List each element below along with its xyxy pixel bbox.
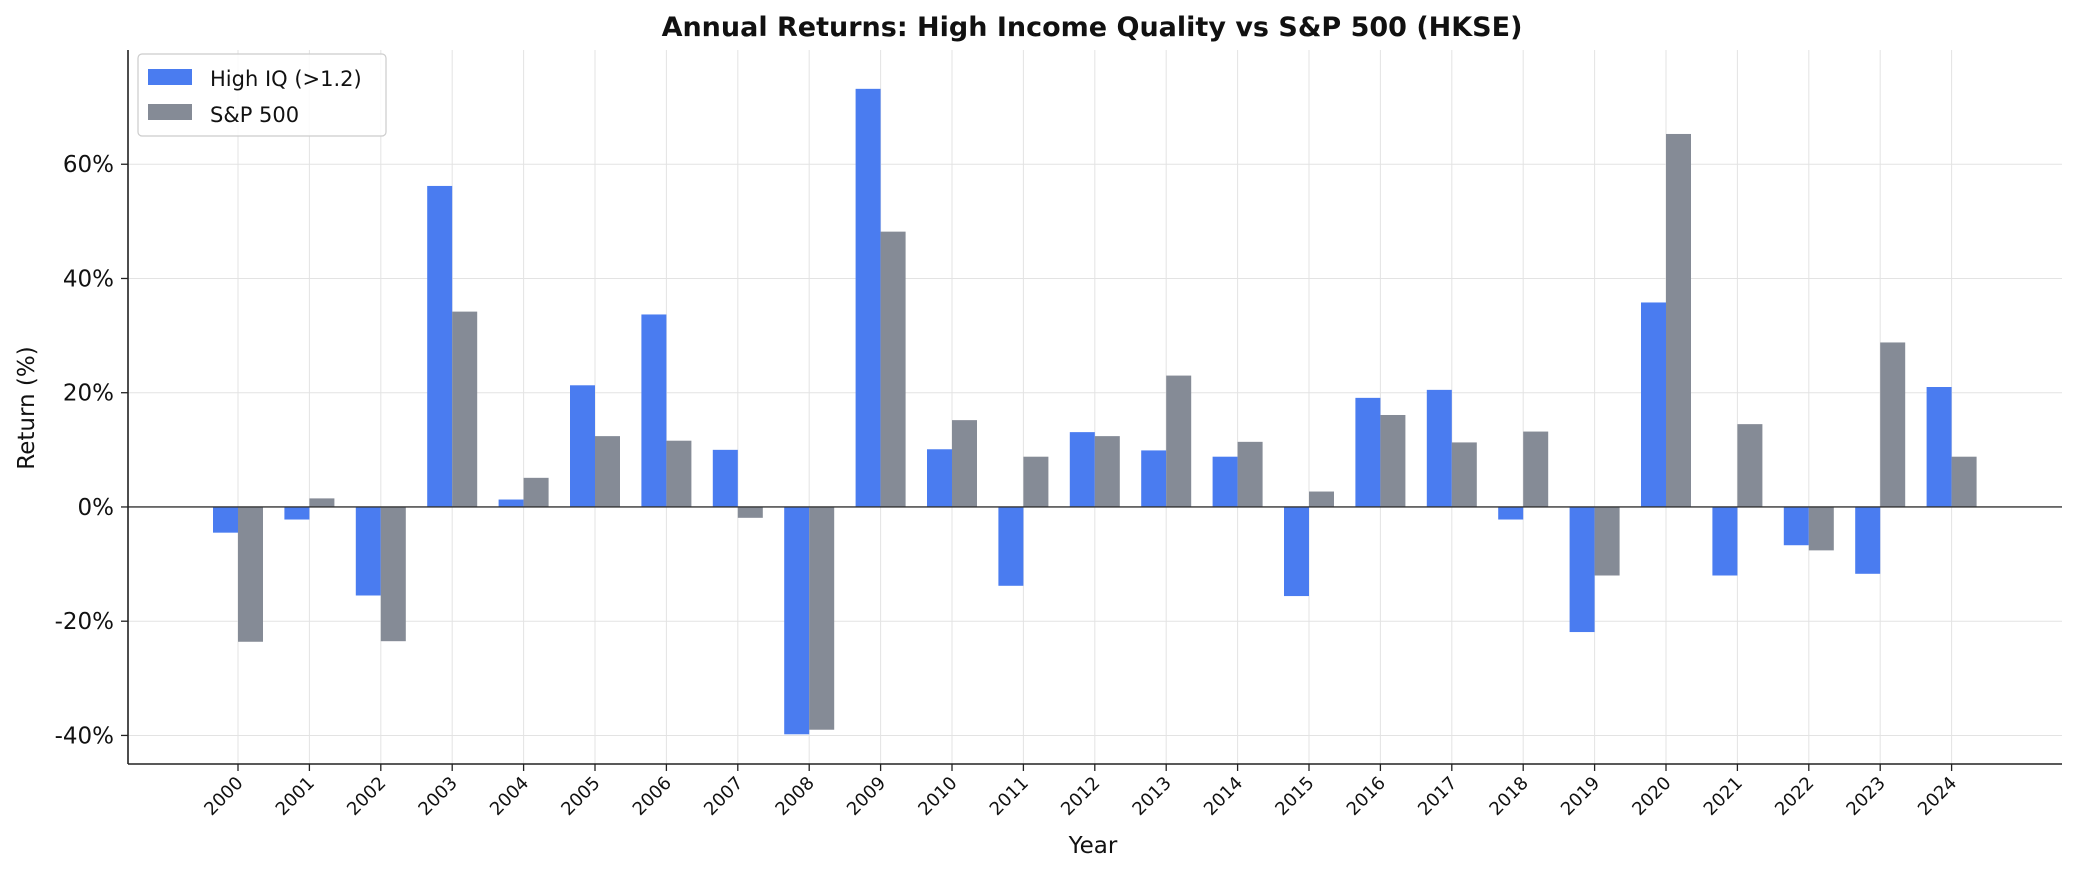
x-axis-label: Year xyxy=(1068,833,1118,859)
x-tick-label: 2004 xyxy=(486,773,533,820)
y-tick-label: 0% xyxy=(78,495,115,521)
bar-high-iq-2019 xyxy=(1569,506,1595,633)
bar-sp500-2020 xyxy=(1666,133,1691,507)
legend-swatch-sp500 xyxy=(148,104,192,120)
bar-high-iq-2003 xyxy=(427,185,453,507)
x-tick-label: 2002 xyxy=(343,773,390,820)
bar-sp500-2011 xyxy=(1023,456,1049,507)
x-tick-label: 2009 xyxy=(843,773,890,820)
x-tick-label: 2021 xyxy=(1700,773,1747,820)
bar-high-iq-2017 xyxy=(1426,389,1452,507)
bar-high-iq-2022 xyxy=(1783,506,1809,546)
bar-sp500-2017 xyxy=(1451,442,1477,507)
bar-sp500-2001 xyxy=(309,498,335,507)
y-tick-label: 40% xyxy=(63,266,114,292)
bar-sp500-2012 xyxy=(1094,436,1120,507)
bar-sp500-2009 xyxy=(880,231,906,507)
x-tick-label: 2011 xyxy=(986,773,1033,820)
bar-high-iq-2000 xyxy=(213,506,238,533)
y-tick-label: 60% xyxy=(63,152,114,178)
x-tick-label: 2008 xyxy=(771,773,818,820)
bar-sp500-2024 xyxy=(1951,456,1977,507)
bar-sp500-2010 xyxy=(952,420,977,507)
bar-sp500-2005 xyxy=(595,436,620,507)
bar-sp500-2013 xyxy=(1166,375,1192,507)
x-tick-label: 2005 xyxy=(557,773,604,820)
bar-sp500-2003 xyxy=(452,311,478,507)
bar-high-iq-2011 xyxy=(998,506,1024,586)
x-tick-label: 2003 xyxy=(414,773,461,820)
bar-sp500-2019 xyxy=(1594,506,1620,576)
x-tick-label: 2016 xyxy=(1343,773,1390,820)
bar-high-iq-2014 xyxy=(1212,456,1238,507)
bar-high-iq-2012 xyxy=(1069,432,1095,507)
bar-sp500-2004 xyxy=(523,477,549,507)
bar-sp500-2007 xyxy=(737,506,763,518)
legend: High IQ (>1.2) S&P 500 xyxy=(137,53,387,137)
bar-high-iq-2024 xyxy=(1926,387,1952,507)
x-tick-label: 2020 xyxy=(1628,773,1675,820)
bar-high-iq-2007 xyxy=(712,449,738,507)
x-tick-label: 2023 xyxy=(1842,773,1889,820)
y-tick-label: 20% xyxy=(63,381,114,407)
legend-frame xyxy=(137,53,387,137)
bar-sp500-2021 xyxy=(1737,424,1763,507)
bar-sp500-2006 xyxy=(666,440,692,507)
bar-sp500-2000 xyxy=(238,506,263,642)
bar-high-iq-2023 xyxy=(1855,506,1881,574)
chart-title: Annual Returns: High Income Quality vs S… xyxy=(662,12,1523,43)
bar-high-iq-2002 xyxy=(355,506,381,596)
grid-layer xyxy=(128,50,2062,764)
bar-high-iq-2013 xyxy=(1141,450,1167,507)
bar-high-iq-2006 xyxy=(641,314,667,507)
bar-high-iq-2018 xyxy=(1498,506,1524,520)
y-tick-label: -20% xyxy=(55,609,114,635)
legend-label-high-iq: High IQ (>1.2) xyxy=(210,67,362,91)
bar-high-iq-2015 xyxy=(1284,506,1309,597)
x-tick-label: 2024 xyxy=(1914,773,1961,820)
legend-swatch-high-iq xyxy=(148,69,192,85)
x-tick-label: 2018 xyxy=(1485,773,1532,820)
bar-high-iq-2016 xyxy=(1355,397,1381,507)
x-tick-label: 2006 xyxy=(629,773,676,820)
bar-sp500-2015 xyxy=(1309,491,1334,507)
bar-sp500-2022 xyxy=(1808,506,1834,551)
bar-high-iq-2005 xyxy=(570,385,595,507)
bar-high-iq-2021 xyxy=(1712,506,1738,576)
x-tick-label: 2007 xyxy=(700,773,747,820)
bar-high-iq-2004 xyxy=(498,499,524,507)
bar-high-iq-2008 xyxy=(784,506,810,735)
x-tick-label: 2001 xyxy=(272,773,319,820)
bar-sp500-2016 xyxy=(1380,414,1406,507)
bar-sp500-2018 xyxy=(1523,431,1549,507)
bars-layer xyxy=(213,88,1977,735)
bar-sp500-2008 xyxy=(809,506,835,730)
bar-sp500-2023 xyxy=(1880,342,1906,507)
bar-high-iq-2020 xyxy=(1641,302,1666,507)
x-tick-label: 2000 xyxy=(200,773,247,820)
x-tick-label: 2019 xyxy=(1557,773,1604,820)
x-tick-label: 2010 xyxy=(914,773,961,820)
x-tick-label: 2013 xyxy=(1128,773,1175,820)
y-tick-label: -40% xyxy=(55,723,114,749)
bar-high-iq-2009 xyxy=(855,88,881,507)
y-axis-label: Return (%) xyxy=(14,346,40,469)
bar-sp500-2002 xyxy=(380,506,406,642)
x-tick-label: 2014 xyxy=(1200,773,1247,820)
bar-sp500-2014 xyxy=(1237,441,1263,507)
x-tick-label: 2022 xyxy=(1771,773,1818,820)
bar-high-iq-2010 xyxy=(927,449,952,507)
bar-high-iq-2001 xyxy=(284,506,310,520)
x-tick-label: 2015 xyxy=(1271,773,1318,820)
legend-label-sp500: S&P 500 xyxy=(210,103,299,127)
x-tick-label: 2012 xyxy=(1057,773,1104,820)
x-tick-label: 2017 xyxy=(1414,773,1461,820)
